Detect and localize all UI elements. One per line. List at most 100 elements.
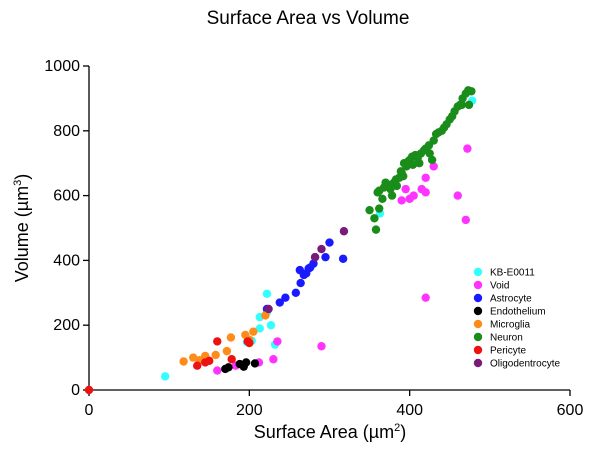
data-point — [370, 214, 379, 223]
data-point — [467, 87, 476, 96]
data-point — [250, 359, 260, 368]
data-point — [381, 178, 390, 187]
data-point — [255, 324, 264, 333]
x-axis-title-end: ) — [400, 422, 406, 442]
data-point — [262, 289, 272, 298]
legend-label: Astrocyte — [490, 294, 532, 305]
series-kb-e0011 — [160, 96, 477, 381]
data-point — [425, 149, 434, 158]
legend-label: Pericyte — [490, 346, 527, 357]
data-point — [296, 278, 305, 288]
legend-item: KB-E0011 — [473, 267, 535, 279]
legend-label: Microglia — [490, 320, 530, 331]
series-astrocyte — [262, 238, 348, 314]
legend-marker — [473, 306, 483, 316]
data-point — [421, 188, 430, 197]
legend-item: Pericyte — [473, 345, 527, 357]
data-point — [408, 160, 418, 170]
data-point — [339, 227, 349, 236]
data-point — [281, 293, 290, 302]
data-point — [193, 361, 202, 370]
series-oligodentrocyte — [264, 227, 349, 314]
data-point — [205, 356, 214, 366]
legend-marker — [473, 267, 483, 277]
series-endothelium — [221, 358, 260, 374]
x-tick-label: 400 — [396, 402, 423, 419]
legend: KB-E0011 Void Astrocyte Endothelium Microgli… — [473, 267, 560, 370]
data-point — [213, 337, 222, 346]
legend-item: Void — [473, 280, 509, 292]
data-point — [409, 191, 418, 200]
data-point — [189, 353, 198, 362]
data-point — [397, 196, 406, 205]
x-tick-label: 600 — [557, 402, 584, 419]
data-point — [463, 144, 472, 153]
data-point — [245, 338, 254, 348]
y-axis-title-superscript: 3 — [12, 180, 24, 186]
y-tick-label: 200 — [53, 317, 80, 334]
data-point — [387, 191, 397, 200]
data-point — [317, 342, 326, 351]
data-point — [457, 100, 466, 110]
legend-item: Neuron — [473, 333, 523, 344]
data-point — [461, 215, 470, 225]
data-point — [224, 363, 233, 372]
data-point — [213, 366, 222, 375]
data-point — [427, 155, 437, 165]
legend-label: Void — [490, 281, 509, 292]
legend-marker — [473, 345, 483, 355]
data-point — [179, 357, 188, 366]
data-point — [371, 225, 381, 234]
data-point — [264, 304, 273, 314]
y-tick-label: 600 — [53, 188, 80, 205]
data-points — [84, 86, 477, 395]
data-point — [373, 188, 382, 197]
data-point — [429, 136, 438, 145]
x-ticks: 0 200 400 600 — [85, 390, 584, 419]
data-point — [392, 181, 402, 191]
x-axis-title-superscript: 2 — [394, 422, 400, 434]
x-tick-label: 0 — [85, 402, 94, 419]
legend-item: Microglia — [473, 319, 530, 331]
data-point — [310, 252, 320, 262]
data-point — [396, 167, 406, 176]
data-point — [84, 385, 94, 395]
data-point — [378, 194, 387, 204]
data-point — [325, 238, 334, 247]
legend-label: KB-E0011 — [490, 268, 535, 279]
x-tick-label: 200 — [236, 402, 263, 419]
data-point — [291, 288, 301, 297]
data-point — [365, 205, 374, 215]
data-point — [415, 159, 424, 168]
chart-title: Surface Area vs Volume — [207, 8, 410, 29]
y-tick-label: 1000 — [44, 58, 80, 75]
x-axis-title-main: Surface Area (µm — [254, 422, 394, 442]
legend-label: Endothelium — [490, 307, 546, 318]
legend-marker — [473, 319, 483, 329]
data-point — [275, 298, 284, 307]
legend-marker — [473, 280, 483, 290]
data-point — [429, 162, 438, 171]
data-point — [211, 350, 220, 360]
legend-label: Neuron — [490, 333, 523, 344]
legend-label: Oligodentrocyte — [490, 359, 560, 370]
legend-item: Astrocyte — [473, 293, 532, 305]
data-point — [421, 293, 430, 302]
y-ticks: 0 200 400 600 800 1000 — [44, 58, 89, 399]
y-tick-label: 400 — [53, 252, 80, 269]
axes: 0 200 400 600 0 200 400 600 800 1000 — [44, 58, 583, 419]
x-axis-title: Surface Area (µm2) — [254, 422, 407, 442]
data-point — [227, 355, 236, 364]
series-pericyte — [84, 337, 254, 395]
data-point — [226, 333, 236, 342]
legend-marker — [473, 293, 483, 303]
data-point — [375, 204, 384, 213]
data-point — [269, 355, 278, 364]
legend-marker — [473, 358, 483, 368]
y-axis-title-main: Volume (µm — [12, 186, 32, 282]
data-point — [249, 327, 258, 336]
y-tick-label: 800 — [53, 123, 80, 140]
legend-item: Oligodentrocyte — [473, 358, 560, 370]
data-point — [464, 100, 474, 110]
